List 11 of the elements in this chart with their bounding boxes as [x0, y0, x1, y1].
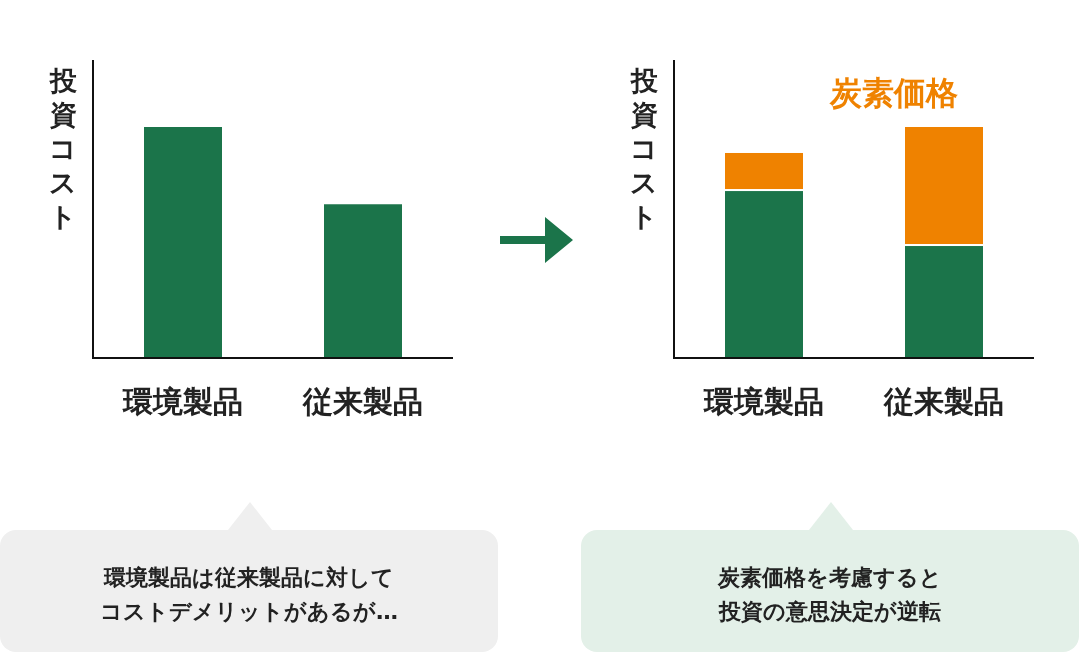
y-axis-title: 投資コスト — [629, 65, 658, 232]
x-tick-label: 従来製品 — [883, 384, 1004, 419]
text: 環境製品は従来製品に対して — [103, 565, 394, 590]
text: 投資の意思決定が逆転 — [718, 599, 941, 624]
x-tick-label: 環境製品 — [122, 384, 243, 419]
x-tick-label: 環境製品 — [703, 384, 824, 419]
series-label: 炭素価格 — [829, 74, 958, 112]
text: 炭素価格を考慮すると — [717, 565, 942, 590]
text: コストデメリットがあるが… — [100, 599, 398, 624]
y-axis-title: 投資コスト — [48, 65, 77, 232]
x-tick-label: 従来製品 — [302, 384, 423, 419]
